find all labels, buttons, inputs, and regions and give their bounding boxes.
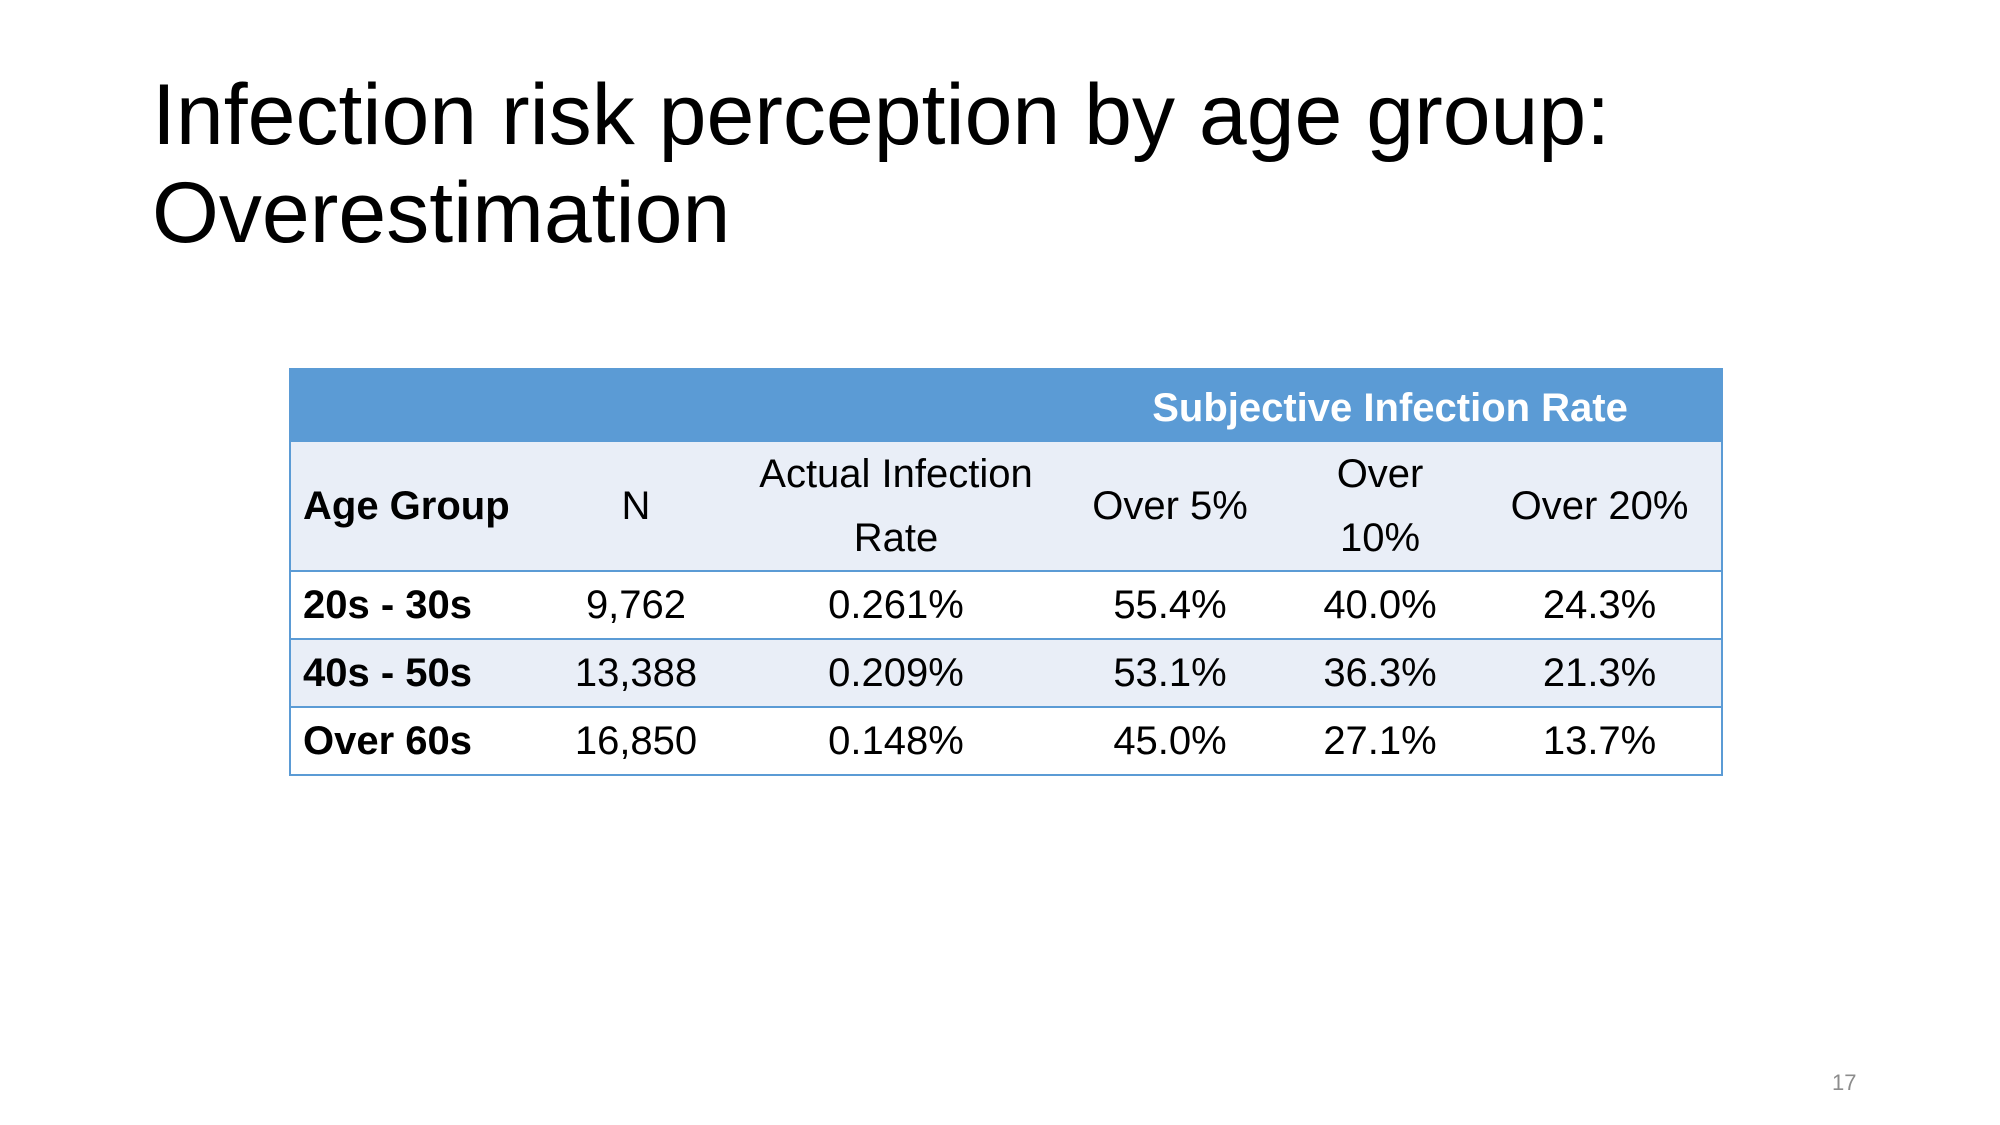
band-spacer <box>288 368 1060 442</box>
cell-age-group: 40s - 50s <box>289 639 538 708</box>
header-over-5: Over 5% <box>1058 441 1283 572</box>
header-over-10: Over 10% <box>1282 441 1479 572</box>
table-row: 40s - 50s 13,388 0.209% 53.1% 36.3% 21.3… <box>289 639 1724 708</box>
cell-actual: 0.209% <box>734 639 1059 708</box>
cell-over-5: 53.1% <box>1058 639 1283 708</box>
cell-over-5: 55.4% <box>1058 571 1283 640</box>
cell-n: 16,850 <box>538 707 734 776</box>
table-band-row: Subjective Infection Rate <box>288 368 1724 442</box>
cell-over-20: 13.7% <box>1478 707 1724 776</box>
header-actual-infection-rate: Actual Infection Rate <box>734 441 1059 572</box>
cell-over-10: 36.3% <box>1282 639 1479 708</box>
cell-n: 9,762 <box>538 571 734 640</box>
slide-title-line-1: Infection risk perception by age group: <box>152 67 1611 163</box>
cell-actual: 0.148% <box>734 707 1059 776</box>
table-row: Over 60s 16,850 0.148% 45.0% 27.1% 13.7% <box>289 707 1724 776</box>
cell-actual: 0.261% <box>734 571 1059 640</box>
table-row: 20s - 30s 9,762 0.261% 55.4% 40.0% 24.3% <box>289 571 1724 640</box>
super-header-subjective-infection-rate: Subjective Infection Rate <box>1057 368 1724 442</box>
slide-title-line-2: Overestimation <box>152 165 731 261</box>
infection-risk-table: Subjective Infection Rate Age Group N Ac… <box>288 368 1724 776</box>
cell-over-20: 21.3% <box>1478 639 1724 708</box>
header-actual-line-1: Actual Infection <box>759 452 1033 496</box>
header-actual-line-2: Rate <box>853 516 939 560</box>
header-over-20: Over 20% <box>1478 441 1724 572</box>
header-age-group: Age Group <box>289 441 538 572</box>
cell-age-group: Over 60s <box>289 707 538 776</box>
header-n: N <box>538 441 734 572</box>
cell-over-10: 27.1% <box>1282 707 1479 776</box>
cell-over-10: 40.0% <box>1282 571 1479 640</box>
cell-age-group: 20s - 30s <box>289 571 538 640</box>
slide-title: Infection risk perception by age group: … <box>152 66 1852 262</box>
column-header-row: Age Group N Actual Infection Rate Over 5… <box>289 441 1724 572</box>
cell-over-5: 45.0% <box>1058 707 1283 776</box>
cell-n: 13,388 <box>538 639 734 708</box>
page-number: 17 <box>1832 1070 1857 1095</box>
cell-over-20: 24.3% <box>1478 571 1724 640</box>
